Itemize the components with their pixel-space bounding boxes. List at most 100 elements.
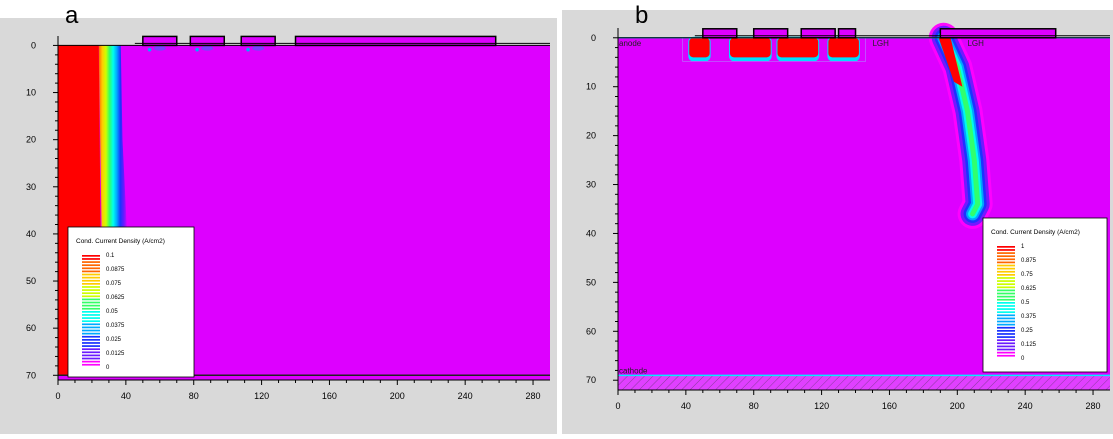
trench-gate <box>142 35 178 47</box>
legend-color-swatch <box>82 264 100 267</box>
legend-color-swatch <box>82 307 100 310</box>
legend-color-swatch <box>82 320 100 323</box>
legend-color-swatch <box>82 329 100 332</box>
y-tick-label: 20 <box>586 131 596 141</box>
legend-color-swatch <box>997 280 1015 282</box>
legend-color-swatch <box>82 342 100 344</box>
legend-color-swatch <box>997 323 1015 326</box>
legend-color-swatch <box>82 258 100 260</box>
legend-label: 0.0125 <box>106 351 125 357</box>
legend-color-swatch <box>997 333 1015 335</box>
chart-panel-a: a 0 40 80 120 160 200 240 280 0 10 20 30 40 50 60 70 Co… <box>0 0 557 434</box>
x-tick-label: 240 <box>1018 401 1033 411</box>
legend-color-swatch <box>997 252 1015 254</box>
legend-color-swatch <box>997 270 1015 273</box>
trench-gate <box>240 35 276 47</box>
legend-color-swatch <box>997 292 1015 295</box>
x-tick-label: 40 <box>681 401 691 411</box>
gate-hotspot <box>777 37 819 58</box>
legend-color-swatch <box>997 311 1015 314</box>
gate-hotspot <box>153 45 166 51</box>
trench-gate <box>800 28 836 39</box>
legend-title: Cond. Current Density (A/cm2) <box>76 238 165 245</box>
legend-color-swatch <box>82 276 100 279</box>
legend-color-swatch <box>82 311 100 313</box>
gate-hotspot <box>729 37 771 58</box>
legend-color-swatch <box>82 348 100 351</box>
y-tick-label: 60 <box>26 323 36 333</box>
legend-color-swatch <box>82 270 100 273</box>
y-tick-label: 50 <box>586 277 596 287</box>
legend-label: 0.05 <box>106 309 118 315</box>
chart-a-axes: 0 40 80 120 160 200 240 280 0 10 20 30 40 50 60 70 <box>26 36 550 401</box>
legend-color-swatch <box>997 246 1015 248</box>
y-tick-label: 60 <box>586 326 596 336</box>
legend-color-swatch <box>997 326 1015 329</box>
legend-color-swatch <box>82 326 100 329</box>
legend-label: 0.0625 <box>106 295 125 301</box>
legend-color-swatch <box>997 258 1015 261</box>
y-tick-label: 70 <box>26 370 36 380</box>
legend-color-swatch <box>82 323 100 326</box>
legend-label: 1 <box>1021 244 1025 250</box>
legend-color-swatch <box>82 273 100 276</box>
legend-color-swatch <box>82 295 100 298</box>
current-gradient-edge <box>98 45 128 263</box>
x-tick-label: 200 <box>950 401 965 411</box>
y-tick-label: 70 <box>586 375 596 385</box>
x-tick-label: 160 <box>322 391 337 401</box>
legend-color-swatch <box>997 339 1015 342</box>
legend-color-swatch <box>82 267 100 270</box>
legend-color-swatch <box>82 255 100 257</box>
x-tick-label: 80 <box>749 401 759 411</box>
legend-color-swatch <box>997 295 1015 298</box>
chart-a-legend: Cond. Current Density (A/cm2) 0.1 0.0875 0.… <box>67 226 195 378</box>
legend-color-swatch <box>997 342 1015 345</box>
legend-color-swatch <box>997 351 1015 354</box>
legend-color-swatch <box>997 261 1015 264</box>
cathode-layer <box>618 375 1110 390</box>
legend-color-swatch <box>997 314 1015 317</box>
legend-color-swatch <box>82 286 100 288</box>
x-tick-label: 120 <box>254 391 269 401</box>
x-tick-label: 0 <box>55 391 60 401</box>
y-tick-label: 50 <box>26 276 36 286</box>
y-tick-label: 30 <box>26 182 36 192</box>
legend-label: 0.5 <box>1021 300 1030 306</box>
trench-gate <box>189 35 226 47</box>
x-tick-label: 120 <box>814 401 829 411</box>
legend-label: 0.0875 <box>106 267 125 273</box>
legend-color-swatch <box>997 283 1015 286</box>
legend-label: 0.075 <box>106 281 122 287</box>
legend-color-swatch <box>997 274 1015 276</box>
legend-color-swatch <box>82 314 100 316</box>
legend-color-swatch <box>997 264 1015 267</box>
gate-hotspot <box>201 45 214 51</box>
legend-color-swatch <box>82 304 100 307</box>
x-tick-label: 40 <box>121 391 131 401</box>
legend-color-swatch <box>997 330 1015 332</box>
x-tick-label: 280 <box>1086 401 1101 411</box>
y-tick-label: 0 <box>591 33 596 43</box>
legend-label: 0.625 <box>1021 286 1037 292</box>
legend-color-swatch <box>997 317 1015 320</box>
legend-label: 0.875 <box>1021 258 1037 264</box>
panel-label-b: b <box>635 2 649 29</box>
legend-color-swatch <box>997 249 1015 251</box>
legend-color-swatch <box>82 292 100 295</box>
region-label-lgh: LGH <box>872 39 889 48</box>
gate-speck <box>246 47 250 52</box>
legend-color-swatch <box>997 336 1015 338</box>
legend-color-swatch <box>82 279 100 282</box>
x-tick-label: 0 <box>615 401 620 411</box>
legend-label: 0.125 <box>1021 342 1037 348</box>
trench-gate <box>702 28 738 39</box>
legend-color-swatch <box>997 308 1015 310</box>
region-label-cathode: cathode <box>619 366 648 375</box>
legend-color-swatch <box>997 320 1015 323</box>
x-tick-label: 280 <box>526 391 541 401</box>
legend-color-swatch <box>997 354 1015 357</box>
legend-label: 0.25 <box>1021 328 1033 334</box>
